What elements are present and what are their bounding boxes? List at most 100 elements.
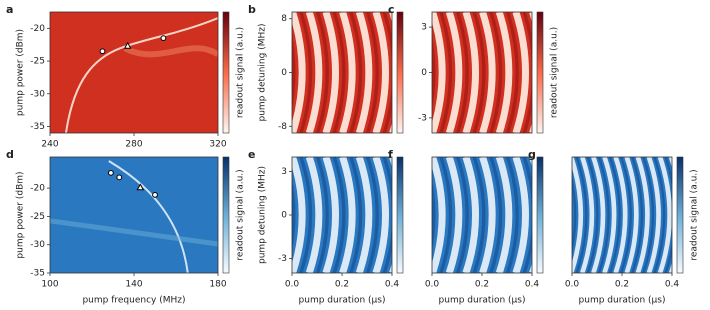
heatmap-bg — [432, 12, 532, 133]
texture — [495, 157, 513, 273]
texture — [505, 157, 519, 273]
y-tick-label: -25 — [30, 57, 45, 67]
panel-letter: d — [6, 148, 14, 161]
texture — [597, 157, 610, 273]
heatmap — [292, 12, 392, 133]
y-axis-label: pump power (dBm) — [16, 29, 26, 116]
texture — [299, 157, 313, 273]
colorbar — [396, 11, 404, 134]
texture — [355, 157, 373, 273]
texture — [382, 157, 392, 273]
x-tick-label: 140 — [125, 280, 142, 290]
x-tick-label: 0.4 — [665, 280, 680, 290]
texture — [580, 157, 595, 273]
texture — [505, 12, 519, 133]
texture — [339, 12, 356, 133]
texture — [292, 12, 306, 133]
y-tick-label: -20 — [30, 24, 45, 34]
heatmap — [292, 157, 392, 273]
texture — [631, 157, 643, 273]
colorbar — [222, 11, 230, 134]
texture — [512, 12, 529, 133]
y-axis-label: pump power (dBm) — [16, 171, 26, 258]
y-tick-label: 0 — [281, 68, 287, 78]
texture — [365, 12, 379, 133]
texture — [572, 176, 577, 254]
texture — [322, 12, 339, 133]
panel-letter: e — [248, 148, 255, 161]
texture — [624, 157, 639, 273]
texture — [445, 12, 463, 133]
x-tick-label: 0.2 — [475, 280, 489, 290]
texture — [586, 157, 599, 273]
marker-circle — [152, 192, 158, 198]
panel-letter: b — [248, 3, 256, 16]
texture — [602, 157, 617, 273]
colorbar-label: readout signal (a.u.) — [236, 27, 246, 118]
texture — [432, 36, 436, 109]
x-tick-label: 240 — [41, 140, 58, 150]
texture — [372, 12, 389, 133]
texture — [575, 157, 588, 273]
texture — [339, 157, 356, 273]
x-tick-label: 0.2 — [615, 280, 629, 290]
y-tick-label: -35 — [30, 269, 45, 279]
marker-triangle — [123, 41, 132, 49]
texture — [635, 157, 650, 273]
marker-circle — [108, 169, 114, 176]
marker-circle — [160, 35, 167, 42]
texture — [646, 157, 661, 273]
texture — [372, 157, 389, 273]
colorbar — [536, 156, 544, 274]
texture — [349, 157, 363, 273]
texture — [305, 157, 323, 273]
heatmap — [432, 157, 532, 273]
x-tick-label: 100 — [41, 280, 58, 290]
texture — [50, 218, 218, 247]
texture — [653, 157, 666, 273]
texture — [479, 12, 496, 133]
panel-letter: a — [6, 3, 13, 16]
texture — [439, 12, 453, 133]
texture — [522, 12, 532, 133]
x-axis-label: pump duration (μs) — [299, 296, 386, 306]
texture — [455, 157, 469, 273]
y-tick-label: -3 — [278, 254, 287, 264]
heatmap — [50, 12, 218, 133]
heatmap-bg — [292, 12, 392, 133]
x-tick-label: 0.0 — [425, 280, 440, 290]
texture — [365, 157, 379, 273]
colorbar-label: readout signal (a.u.) — [550, 27, 560, 118]
y-tick-label: -25 — [30, 212, 45, 222]
texture — [299, 12, 313, 133]
texture — [123, 45, 218, 58]
texture — [65, 17, 218, 133]
texture — [609, 157, 621, 273]
texture — [439, 157, 453, 273]
x-tick-label: 0.0 — [565, 280, 580, 290]
marker-triangle — [136, 183, 145, 191]
texture — [349, 12, 363, 133]
texture — [332, 157, 346, 273]
panel-letter: c — [388, 3, 395, 16]
x-tick-label: 0.0 — [285, 280, 300, 290]
heatmap — [572, 157, 672, 273]
texture — [292, 157, 306, 273]
panel-letter: f — [388, 148, 393, 161]
texture — [322, 157, 339, 273]
texture — [472, 157, 486, 273]
y-tick-label: 8 — [281, 14, 287, 24]
y-tick-label: 3 — [421, 23, 427, 33]
texture — [455, 12, 469, 133]
colorbar-label: readout signal (a.u.) — [236, 169, 246, 260]
heatmap — [432, 12, 532, 133]
texture — [382, 12, 392, 133]
heatmap-bg — [50, 12, 218, 133]
x-tick-label: 0.2 — [335, 280, 349, 290]
texture — [489, 12, 503, 133]
texture — [495, 12, 513, 133]
texture — [664, 157, 672, 273]
texture — [479, 157, 496, 273]
y-axis-label: pump detuning (MHz) — [258, 23, 268, 121]
x-axis-label: pump frequency (MHz) — [82, 296, 185, 306]
